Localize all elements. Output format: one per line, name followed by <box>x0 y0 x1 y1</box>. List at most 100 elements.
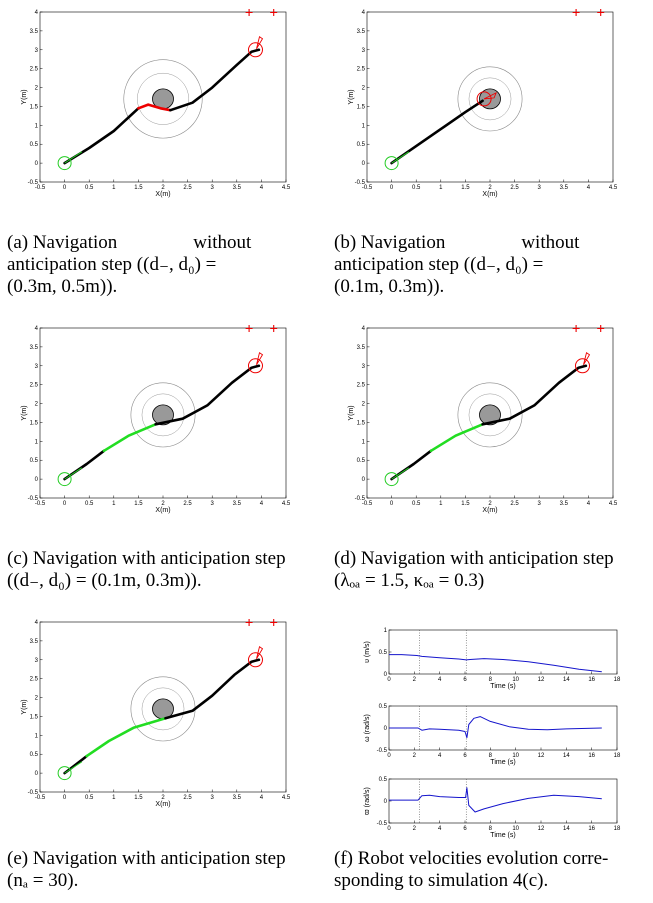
goal-marker <box>247 358 263 374</box>
x-tick-label: 2 <box>488 185 492 191</box>
x-tick-label: -0.5 <box>362 185 373 191</box>
y-tick-label: 0.5 <box>30 142 39 148</box>
x-tick-label: -0.5 <box>35 185 46 191</box>
x-tick-label: 0 <box>390 185 394 191</box>
y-tick-label: 0 <box>362 477 366 483</box>
x-tick-label: 4.5 <box>282 501 291 507</box>
x-tick-label: 0 <box>387 753 391 759</box>
x-tick-label: 14 <box>563 826 570 832</box>
y-tick-label: 1.5 <box>30 714 39 720</box>
y-axis-label: Y(m) <box>348 89 355 104</box>
x-tick-label: 3 <box>538 185 542 191</box>
y-tick-label: 4 <box>35 10 39 16</box>
y-tick-label: 1.5 <box>357 420 366 426</box>
x-tick-label: 4 <box>260 185 264 191</box>
y-tick-label: -0.5 <box>28 790 39 796</box>
y-tick-label: 3.5 <box>357 345 366 351</box>
x-axis-label: X(m) <box>155 801 170 808</box>
y-tick-label: 2 <box>362 402 366 408</box>
target-plus-icon <box>270 325 278 332</box>
y-tick-label: 4 <box>35 620 39 626</box>
y-tick-label: 1 <box>35 123 39 129</box>
trajectory-plot-b: -0.5 0 0.5 1 1.5 2 2.5 3 3.5 4 4.5 -0.5 0 0.5 1 1.5 2 2.5… <box>348 9 618 198</box>
y-tick-label: -0.5 <box>28 180 39 186</box>
x-tick-label: 0 <box>387 826 391 832</box>
x-tick-label: 4.5 <box>282 185 291 191</box>
x-tick-label: 12 <box>538 753 545 759</box>
x-tick-label: 1 <box>112 185 116 191</box>
x-tick-label: 8 <box>489 753 493 759</box>
trajectory-segment <box>481 364 588 426</box>
x-tick-label: 18 <box>614 826 621 832</box>
trajectory-plot-a: -0.5 0 0.5 1 1.5 2 2.5 3 3.5 4 4.5 -0.5 0 0.5 1 1.5 2 2.5… <box>21 9 291 198</box>
caption-line: (b) Navigation without <box>334 232 580 253</box>
target-plus-icon <box>245 619 253 626</box>
caption-e: (e) Navigation with anticipation step (nₐ… <box>7 848 325 892</box>
caption-line: (0.1m, 0.3m)). <box>334 276 445 297</box>
goal-marker <box>247 42 263 58</box>
figure-panel-d: -0.5 0 0.5 1 1.5 2 2.5 3 3.5 4 4.5 -0.5 0 0.5 1 1.5 2 2.5… <box>327 316 653 522</box>
x-tick-label: 0 <box>390 501 394 507</box>
trajectory-segment <box>63 107 140 165</box>
y-tick-label: 0 <box>35 477 39 483</box>
y-tick-label: 1 <box>384 628 388 634</box>
caption-line: (e) Navigation with anticipation step <box>7 848 286 869</box>
y-axis-label: ϖ (rad/s) <box>364 787 371 815</box>
y-tick-label: 2.5 <box>30 67 39 73</box>
x-tick-label: 1.5 <box>461 501 470 507</box>
caption-line: anticipation step ((d₋, d₀) = <box>7 254 217 275</box>
goal-marker <box>574 358 590 374</box>
x-tick-label: 3 <box>211 185 215 191</box>
start-heading <box>64 761 83 774</box>
y-tick-label: -0.5 <box>355 180 366 186</box>
y-axis-label: υ (m/s) <box>364 641 371 663</box>
x-tick-label: 3 <box>211 501 215 507</box>
y-tick-label: 2 <box>35 696 39 702</box>
x-tick-label: 1.5 <box>134 795 143 801</box>
y-tick-label: 0 <box>362 161 366 167</box>
target-plus-icon <box>270 9 278 16</box>
figure-panel-b: -0.5 0 0.5 1 1.5 2 2.5 3 3.5 4 4.5 -0.5 0 0.5 1 1.5 2 2.5… <box>327 0 653 206</box>
x-tick-label: 6 <box>463 677 467 683</box>
x-tick-label: 2 <box>413 753 417 759</box>
y-tick-label: 1 <box>362 123 366 129</box>
target-plus-icon <box>245 9 253 16</box>
x-tick-label: 18 <box>614 677 621 683</box>
y-tick-label: -0.5 <box>355 496 366 502</box>
y-tick-label: 0.5 <box>379 704 388 710</box>
target-plus-icon <box>270 619 278 626</box>
trajectory-segment <box>137 103 172 112</box>
figure-panel-a: -0.5 0 0.5 1 1.5 2 2.5 3 3.5 4 4.5 -0.5 0 0.5 1 1.5 2 2.5… <box>0 0 326 206</box>
x-tick-label: 0 <box>63 795 67 801</box>
start-marker <box>57 472 72 487</box>
x-axis-label: X(m) <box>482 191 497 198</box>
x-tick-label: 2.5 <box>510 185 519 191</box>
series-line-linear-velocity <box>389 654 602 673</box>
caption-line: anticipation step ((d₋, d₀) = <box>334 254 544 275</box>
trajectory-segment <box>102 423 157 453</box>
y-tick-label: 2.5 <box>30 677 39 683</box>
obstacle-influence-ring <box>457 66 523 132</box>
x-tick-label: 1 <box>439 501 443 507</box>
x-tick-label: 0.5 <box>85 795 94 801</box>
x-tick-label: 2 <box>161 795 165 801</box>
caption-line: (d) Navigation with anticipation step <box>334 548 614 569</box>
caption-c: (c) Navigation with anticipation step ((d… <box>7 548 325 592</box>
x-tick-label: 3.5 <box>233 795 242 801</box>
y-axis-label: Y(m) <box>21 405 28 420</box>
goal-heading-arrow <box>256 352 264 366</box>
obstacle-safety-ring <box>468 77 512 121</box>
x-tick-label: 16 <box>588 753 595 759</box>
x-tick-label: 3.5 <box>233 501 242 507</box>
target-plus-icon <box>245 325 253 332</box>
x-tick-label: 3 <box>538 501 542 507</box>
x-tick-label: 6 <box>463 753 467 759</box>
x-tick-label: 4 <box>587 501 591 507</box>
x-tick-label: 14 <box>563 753 570 759</box>
y-tick-label: 3 <box>35 48 39 54</box>
series-line-angular-velocity <box>389 716 602 739</box>
y-tick-label: 3 <box>362 48 366 54</box>
y-tick-label: 0 <box>384 799 388 805</box>
caption-f: (f) Robot velocities evolution corre-spo… <box>334 848 652 892</box>
caption-a: (a) Navigation without anticipation step … <box>7 232 317 298</box>
